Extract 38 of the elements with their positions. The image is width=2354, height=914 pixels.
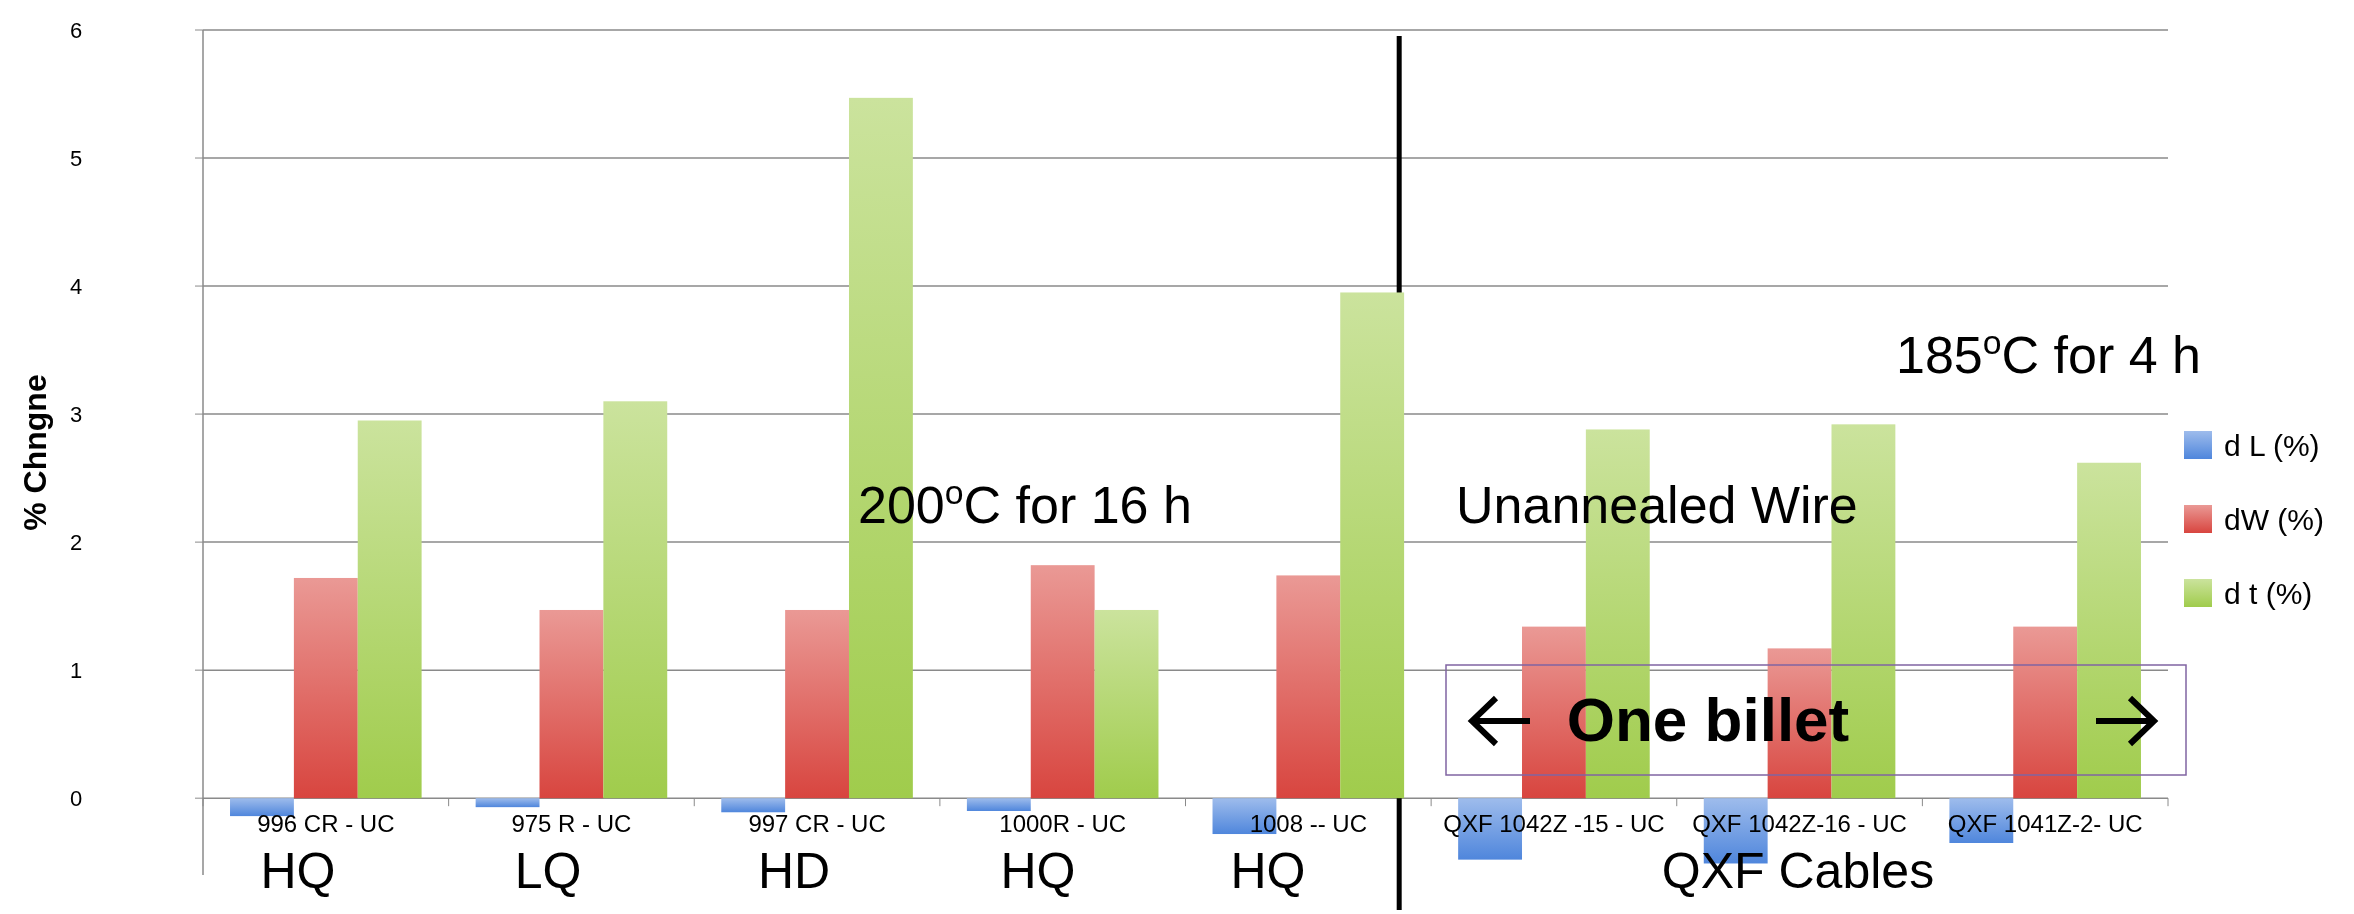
x-tick-label: 996 CR - UC [257,810,395,838]
annotation: LQ [514,843,582,899]
y-tick-label: 5 [69,145,83,171]
x-tick-label: 975 R - UC [511,810,632,838]
y-tick-label: 2 [69,529,83,555]
annotation: Unannealed Wire [1456,476,1858,534]
x-tick-label: QXF 1041Z-2- UC [1947,810,2143,838]
x-tick-label: 1008 -- UC [1249,810,1367,838]
annotation: HQ [1230,843,1306,899]
bar [2013,626,2078,799]
x-tick-label: 1000R - UC [999,810,1127,838]
bar [966,798,1031,811]
bar [357,420,422,799]
bar [785,609,849,799]
legend-label: d L (%) [2224,428,2320,462]
y-axis-title: % Chngne [17,374,53,531]
y-tick-label: 3 [69,401,83,427]
bar [475,798,540,808]
annotation: HQ [260,843,336,899]
annotation: HQ [1000,843,1076,899]
bar [1094,609,1159,799]
legend-label: d t (%) [2224,576,2313,610]
bar [721,798,786,813]
annotation: 185$^{o}$C for 4 h [1896,323,2201,384]
x-tick-label: 997 CR - UC [748,810,886,838]
bar [293,577,358,799]
bar [539,609,604,799]
annotation: QXF Cables [1661,843,1935,899]
bar [1276,575,1341,799]
y-tick-label: 4 [69,273,83,299]
bar [1030,565,1095,799]
legend-label: dW (%) [2224,502,2324,536]
y-tick-label: 6 [69,17,83,43]
y-tick-label: 1 [69,657,83,683]
bar [603,401,668,799]
y-tick-label: 0 [69,785,83,811]
annotation: HD [757,843,831,899]
bar [230,798,294,817]
